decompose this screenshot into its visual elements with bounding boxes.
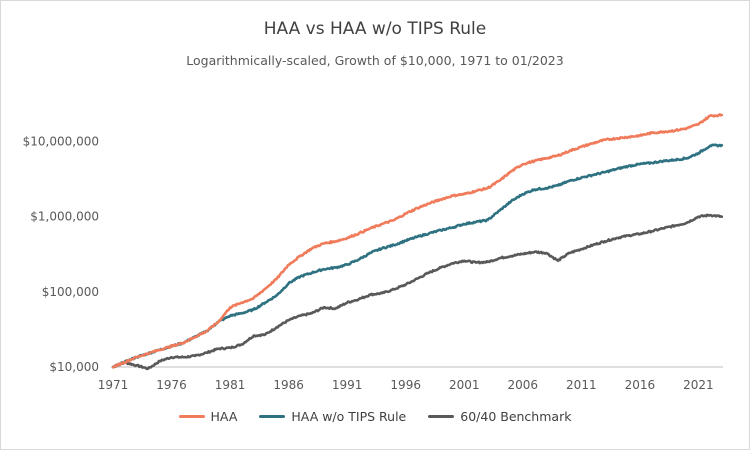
y-tick-label: $100,000 [42, 285, 99, 299]
legend-label-haa-no-tips: HAA w/o TIPS Rule [291, 409, 407, 424]
y-tick-label: $1,000,000 [30, 210, 99, 224]
legend: HAA HAA w/o TIPS Rule 60/40 Benchmark [1, 409, 749, 424]
x-tick-label: 1986 [273, 378, 304, 392]
x-tick-label: 1981 [215, 378, 246, 392]
y-tick-label: $10,000,000 [23, 135, 99, 149]
y-axis-tick-labels: $10,000 $100,000 $1,000,000 $10,000,000 [23, 135, 99, 374]
x-tick-label: 2016 [625, 378, 656, 392]
legend-label-benchmark: 60/40 Benchmark [460, 409, 572, 424]
series-lines [111, 113, 724, 371]
x-tick-label: 1971 [98, 378, 129, 392]
x-tick-label: 2006 [508, 378, 539, 392]
x-axis-tick-labels: 1971 1976 1981 1986 1991 1996 2001 2006 2011 2016… [98, 378, 714, 392]
legend-item-benchmark: 60/40 Benchmark [428, 409, 571, 424]
x-tick-label: 1976 [156, 378, 187, 392]
x-tick-label: 1996 [390, 378, 421, 392]
y-tick-label: $10,000 [49, 360, 99, 374]
legend-swatch-benchmark [428, 415, 455, 418]
legend-item-haa-no-tips: HAA w/o TIPS Rule [259, 409, 406, 424]
legend-label-haa: HAA [210, 409, 238, 424]
benchmark-line [111, 213, 724, 371]
x-tick-label: 2021 [683, 378, 714, 392]
legend-item-haa: HAA [178, 409, 238, 424]
chart-subtitle: Logarithmically-scaled, Growth of $10,00… [186, 53, 564, 68]
x-tick-label: 2011 [566, 378, 597, 392]
haa-line [111, 113, 724, 369]
x-tick-label: 1991 [332, 378, 363, 392]
x-tick-label: 2001 [449, 378, 480, 392]
chart-title: HAA vs HAA w/o TIPS Rule [263, 19, 487, 39]
legend-swatch-haa [178, 415, 205, 418]
legend-swatch-haa-no-tips [259, 415, 286, 418]
